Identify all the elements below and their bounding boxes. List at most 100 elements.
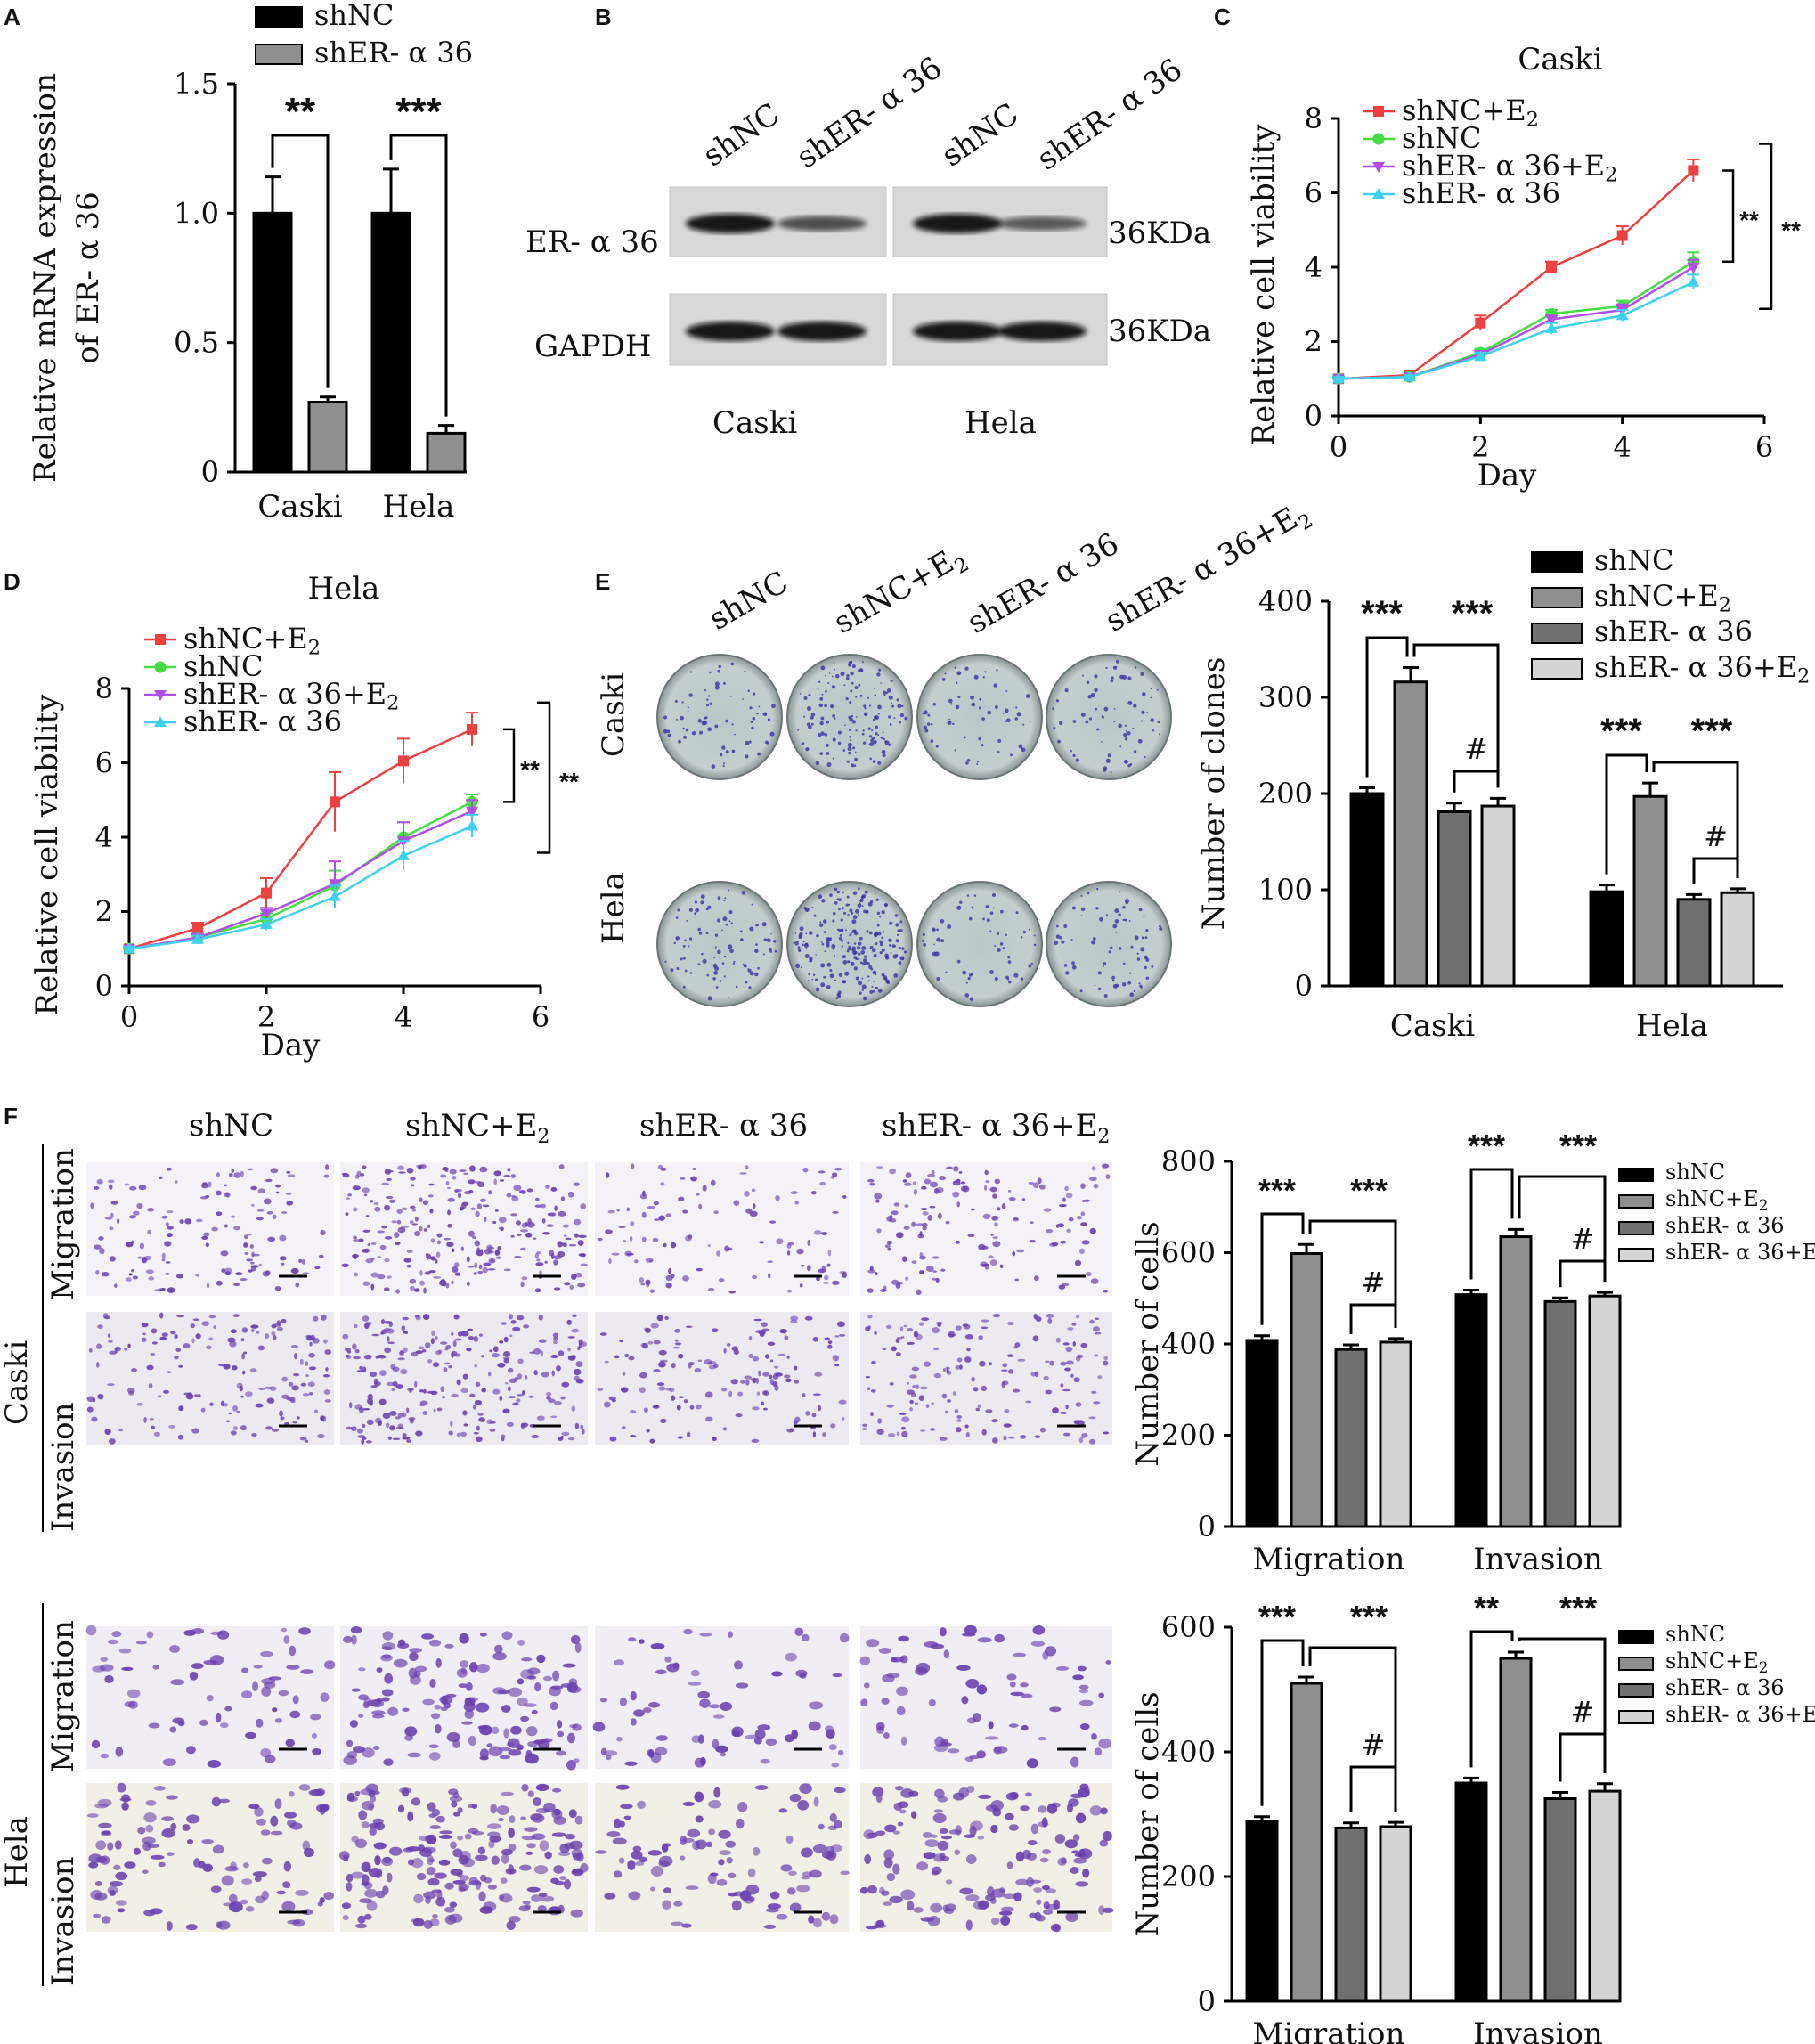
transwell-cell — [307, 1381, 315, 1388]
colony-dot — [833, 662, 835, 664]
transwell-cell — [524, 1703, 537, 1707]
transwell-cell — [644, 1407, 648, 1413]
colony-dot — [890, 951, 892, 955]
transwell-cell — [1090, 1278, 1099, 1284]
transwell-cell — [739, 1172, 747, 1175]
colony-dot — [840, 672, 845, 677]
transwell-cell — [143, 1417, 147, 1423]
colony-dot — [767, 718, 771, 721]
transwell-cell — [1076, 1216, 1082, 1220]
transwell-cell — [195, 1218, 203, 1223]
colony-dot — [840, 928, 844, 932]
transwell-cell — [195, 1333, 201, 1340]
transwell-cell — [503, 1728, 509, 1739]
transwell-cell — [136, 1403, 143, 1406]
colony-dot — [848, 751, 851, 755]
chart-f-hela-bar — [1543, 1797, 1577, 2003]
colony-dot — [728, 889, 730, 892]
transwell-cell — [193, 1858, 201, 1868]
chart-d-title: Hela — [308, 571, 380, 607]
colony-dot — [745, 981, 748, 984]
colony-dot — [681, 701, 684, 704]
colony-dot — [979, 697, 982, 701]
transwell-cell — [580, 1862, 589, 1873]
chart-d-legend-label-text: shER- α 36 — [183, 704, 342, 738]
transwell-cell — [784, 1374, 791, 1379]
chart-c-title: Caski — [1518, 42, 1602, 77]
transwell-cell — [320, 1692, 330, 1702]
transwell-cell — [708, 1828, 716, 1836]
transwell-cell — [634, 1861, 645, 1866]
transwell-cell — [265, 1178, 273, 1183]
transwell-cell — [502, 1408, 510, 1414]
colony-dot — [888, 744, 891, 746]
transwell-cell — [427, 1194, 434, 1198]
colony-dot — [861, 984, 867, 989]
transwell-cell — [992, 1437, 998, 1444]
transwell-cell — [484, 1248, 492, 1255]
transwell-cell — [913, 1188, 918, 1195]
transwell-cell — [842, 1272, 847, 1279]
transwell-cell — [150, 1353, 156, 1356]
transwell-cell — [137, 1256, 142, 1259]
transwell-cell — [862, 1427, 867, 1431]
transwell-cell — [992, 1193, 997, 1199]
transwell-cell — [96, 1178, 103, 1185]
transwell-cell — [788, 1870, 797, 1877]
colony-dot — [825, 743, 829, 747]
colony-dot — [1133, 704, 1137, 708]
transwell-cell — [813, 1230, 822, 1235]
colony-dot — [954, 749, 957, 752]
transwell-cell — [432, 1276, 442, 1279]
blot-lane-label-1: shNC — [696, 96, 786, 174]
chart-e-y-tick-label: 300 — [1258, 680, 1313, 714]
transwell-cell — [630, 1410, 637, 1414]
chart-d-y-tick-label: 0 — [95, 969, 113, 1003]
transwell-cell — [1103, 1289, 1109, 1293]
transwell-cell — [757, 1724, 771, 1731]
colony-dot — [1103, 768, 1107, 772]
transwell-cell — [549, 1701, 558, 1711]
colony-dot — [940, 918, 945, 924]
transwell-cell — [1030, 1372, 1037, 1377]
chart-f-hela-y-tick-label: 0 — [1198, 1984, 1216, 2018]
transwell-cell — [429, 1918, 440, 1926]
colony-dot — [1004, 720, 1007, 723]
colony-dot — [687, 710, 689, 713]
colony-dot — [899, 946, 901, 949]
transwell-cell — [151, 1341, 158, 1345]
transwell-cell — [1037, 1915, 1046, 1922]
colony-dot — [708, 695, 711, 697]
chart-e-legend-label: shER- α 36+E2 — [1594, 650, 1810, 688]
transwell-cell — [672, 1662, 680, 1669]
transwell-cell — [965, 1432, 970, 1437]
chart-f-hela-bar — [1379, 1825, 1412, 2003]
chart-c-legend-label-subscript: 2 — [1526, 109, 1539, 132]
colony-dot — [888, 695, 893, 700]
chart-d-legend-label-text: shNC+E — [183, 622, 308, 656]
transwell-cell — [439, 1830, 453, 1835]
transwell-cell — [956, 1419, 962, 1422]
transwell-cell — [886, 1872, 896, 1882]
transwell-cell — [435, 1251, 441, 1258]
transwell-cell — [480, 1198, 486, 1203]
transwell-cell — [107, 1639, 118, 1645]
transwell-cell — [538, 1315, 543, 1321]
transwell-cell — [1049, 1706, 1062, 1713]
transwell-cell — [215, 1712, 222, 1723]
transwell-cell — [318, 1254, 324, 1258]
transwell-cell — [883, 1901, 893, 1906]
transwell-cell — [554, 1205, 558, 1211]
transwell-cell — [971, 1376, 975, 1382]
colony-dot — [1004, 708, 1009, 713]
chart-f-hela-significance-label: *** — [1350, 1599, 1388, 1635]
colony-dot — [855, 729, 858, 732]
transwell-cell — [646, 1429, 650, 1433]
transwell-cell — [183, 1343, 191, 1349]
transwell-cell — [668, 1267, 672, 1274]
transwell-cell — [639, 1372, 647, 1379]
colony-dot — [747, 968, 752, 973]
transwell-cell — [577, 1346, 581, 1351]
colony-dot — [848, 903, 851, 906]
transwell-cell — [477, 1413, 484, 1416]
